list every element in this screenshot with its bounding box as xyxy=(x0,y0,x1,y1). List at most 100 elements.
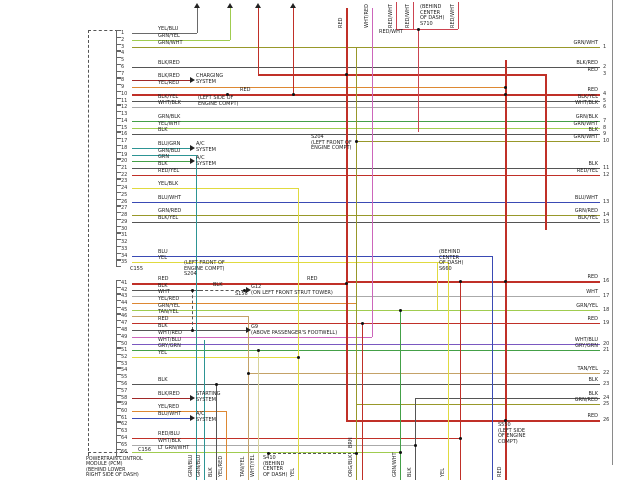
junction-dot xyxy=(296,356,300,359)
note-line: GRN/BLU xyxy=(196,454,202,477)
pin-bracket xyxy=(116,226,121,234)
pin-number: 66 xyxy=(121,448,128,455)
wire-color-label: GRN xyxy=(158,153,170,160)
wire-color-label: YEL xyxy=(158,254,167,261)
pin-number: 25 xyxy=(121,191,128,198)
note-line: BRN xyxy=(348,437,354,448)
pin-number: 13 xyxy=(121,110,128,117)
wire-segment xyxy=(132,411,226,412)
note-label: RED/WHT xyxy=(450,4,457,28)
wire-segment xyxy=(132,33,197,34)
splice-dashed-link xyxy=(200,290,244,291)
pin-bracket xyxy=(116,152,121,160)
junction-dot xyxy=(503,280,507,283)
pin-bracket xyxy=(116,172,121,180)
note-label: RED xyxy=(307,276,317,283)
pin-number: 18 xyxy=(121,144,128,151)
note-line: RED xyxy=(240,87,251,93)
wire-segment xyxy=(505,60,507,480)
wire-color-label: BLK/RED xyxy=(158,390,180,397)
wire-segment xyxy=(545,74,547,230)
wire-color-label: GRY/GRN xyxy=(575,342,598,349)
pin-bracket xyxy=(116,287,121,295)
wire-color-label: BLK xyxy=(588,390,599,397)
wire-segment xyxy=(230,8,231,40)
wire-segment xyxy=(492,256,493,480)
note-label: S204 (LEFT FRONT OF ENGINE COMPT) xyxy=(311,134,352,152)
wire-color-label: YEL xyxy=(158,349,167,356)
wire-color-label: RED xyxy=(587,315,598,322)
pin-number: 23 xyxy=(603,380,610,387)
pin-number: 5 xyxy=(603,97,607,104)
wire-segment xyxy=(197,8,198,33)
pin-number: 8 xyxy=(121,76,125,83)
wire-segment xyxy=(132,438,460,439)
wire-color-label: BLK xyxy=(158,282,168,289)
wire-segment xyxy=(132,445,415,446)
note-line: (ABOVE PASSENGER'S FOOTWELL) xyxy=(251,329,338,336)
pin-number: 4 xyxy=(121,49,125,56)
pin-bracket xyxy=(116,415,121,423)
pin-bracket xyxy=(116,259,121,267)
pin-number: 30 xyxy=(121,225,128,232)
connector-label-bottom: C156 xyxy=(138,447,152,453)
wire-segment xyxy=(400,310,401,480)
pin-number: 14 xyxy=(603,211,610,218)
connection-arrow-icon xyxy=(246,287,251,293)
note-line: OF DASH) xyxy=(420,15,445,21)
wire-segment xyxy=(132,121,600,122)
wire-color-label: RED xyxy=(587,273,598,280)
pin-number: 63 xyxy=(121,427,128,434)
wire-color-label: YEL/RED xyxy=(158,295,180,302)
wire-color-label: LT GRN/WHT xyxy=(158,444,190,451)
note-label: RED/WHT xyxy=(405,4,412,28)
wire-color-label: RED xyxy=(158,275,169,282)
note-line: (LEFT FRONT OF xyxy=(311,139,352,146)
pin-number: 26 xyxy=(121,198,128,205)
pin-number: 6 xyxy=(121,63,125,70)
note-label: ORG/BLK xyxy=(348,455,355,477)
pin-bracket xyxy=(116,125,121,133)
wire-segment xyxy=(346,281,600,283)
wire-segment xyxy=(132,101,600,102)
note-line: TAN/YEL xyxy=(240,456,246,477)
wire-color-label: BLK/YEL xyxy=(577,93,598,100)
pcm-component-label: POWERTRAIN CONTROL MODULE (PCM) (BEHIND … xyxy=(86,457,143,479)
junction-dot xyxy=(458,437,462,440)
pin-number: 46 xyxy=(121,312,128,319)
wire-segment xyxy=(248,316,249,480)
pin-number: 5 xyxy=(121,56,125,63)
wire-color-label: BLU/WHT xyxy=(158,410,182,417)
wire-segment xyxy=(258,8,259,74)
note-line: A/C xyxy=(196,141,205,147)
wire-color-label: WHT/BLK xyxy=(158,437,181,444)
pin-number: 61 xyxy=(121,414,128,421)
pin-number: 32 xyxy=(121,238,128,245)
wire-color-label: BLU/GRN xyxy=(158,140,181,147)
note-line: OF ENGINE xyxy=(498,433,526,439)
wire-color-label: BLK xyxy=(588,376,599,383)
note-line: SYSTEM xyxy=(196,160,216,167)
note-line: COMPT) xyxy=(498,438,518,445)
pin-number: 9 xyxy=(121,83,125,90)
junction-dot xyxy=(416,28,420,31)
pin-number: 18 xyxy=(603,306,610,313)
wire-segment xyxy=(132,215,600,216)
wire-segment xyxy=(248,373,600,374)
wire-color-label: BLK xyxy=(588,126,599,133)
connection-arrow-icon xyxy=(246,327,251,333)
connection-arrow-icon xyxy=(190,395,195,401)
note-line: CENTER xyxy=(439,254,460,261)
wire-color-label: TAN/YEL xyxy=(158,308,179,315)
wire-color-label: YEL/BLU xyxy=(158,25,179,32)
wire-segment xyxy=(132,161,190,162)
pin-bracket xyxy=(116,44,121,52)
pin-number: 56 xyxy=(121,380,128,387)
wire-color-label: WHT/BLK xyxy=(158,99,181,106)
pin-number: 24 xyxy=(121,184,128,191)
note-line: SYSTEM xyxy=(196,396,216,403)
wire-segment xyxy=(458,2,459,29)
note-line: WHT/YEL xyxy=(250,454,256,477)
wire-color-label: RED/BLU xyxy=(158,430,180,437)
junction-dot xyxy=(360,322,364,325)
